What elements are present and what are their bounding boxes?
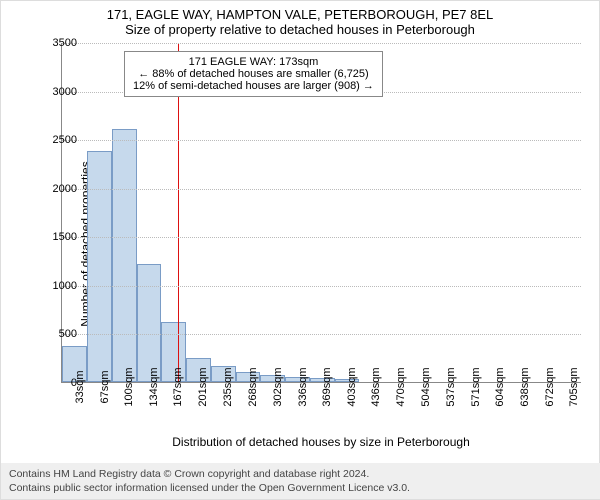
- gridline: [62, 286, 581, 287]
- x-tick-label: 504sqm: [420, 367, 432, 406]
- x-tick-label: 705sqm: [568, 367, 580, 406]
- histogram-bar: [112, 129, 137, 382]
- y-tick-label: 3000: [53, 86, 77, 98]
- gridline: [62, 334, 581, 335]
- footer-line1: Contains HM Land Registry data © Crown c…: [9, 467, 593, 481]
- y-tick-label: 500: [59, 328, 77, 340]
- page-title-line1: 171, EAGLE WAY, HAMPTON VALE, PETERBOROU…: [1, 1, 599, 22]
- gridline: [62, 140, 581, 141]
- footer-line2: Contains public sector information licen…: [9, 481, 593, 495]
- gridline: [62, 43, 581, 44]
- x-axis-label: Distribution of detached houses by size …: [61, 435, 581, 449]
- page-title-line2: Size of property relative to detached ho…: [1, 22, 599, 41]
- gridline: [62, 189, 581, 190]
- x-tick-label: 638sqm: [519, 367, 531, 406]
- x-tick-label: 235sqm: [222, 367, 234, 406]
- chart-area: Number of detached properties 171 EAGLE …: [1, 43, 600, 445]
- x-tick-label: 302sqm: [272, 367, 284, 406]
- y-tick-label: 1000: [53, 280, 77, 292]
- histogram-bar: [137, 264, 162, 383]
- x-tick-label: 672sqm: [544, 367, 556, 406]
- info-box-line3: 12% of semi-detached houses are larger (…: [133, 80, 374, 92]
- x-tick-label: 436sqm: [370, 367, 382, 406]
- y-tick-label: 1500: [53, 231, 77, 243]
- x-tick-label: 604sqm: [494, 367, 506, 406]
- histogram-bar: [87, 151, 112, 382]
- x-tick-label: 67sqm: [99, 370, 111, 403]
- x-tick-label: 470sqm: [395, 367, 407, 406]
- y-tick-label: 3500: [53, 37, 77, 49]
- x-tick-label: 100sqm: [123, 367, 135, 406]
- x-tick-label: 167sqm: [172, 367, 184, 406]
- y-tick-label: 2500: [53, 134, 77, 146]
- x-tick-label: 201sqm: [197, 367, 209, 406]
- x-tick-label: 134sqm: [148, 367, 160, 406]
- x-tick-label: 403sqm: [346, 367, 358, 406]
- x-tick-label: 369sqm: [321, 367, 333, 406]
- info-box: 171 EAGLE WAY: 173sqm ← 88% of detached …: [124, 51, 383, 97]
- info-box-line2: ← 88% of detached houses are smaller (6,…: [133, 68, 374, 80]
- x-tick-label: 571sqm: [470, 367, 482, 406]
- x-tick-label: 268sqm: [247, 367, 259, 406]
- footer: Contains HM Land Registry data © Crown c…: [1, 463, 600, 499]
- x-tick-label: 33sqm: [74, 370, 86, 403]
- y-tick-label: 2000: [53, 183, 77, 195]
- x-tick-label: 537sqm: [445, 367, 457, 406]
- plot-region: 171 EAGLE WAY: 173sqm ← 88% of detached …: [61, 43, 581, 383]
- info-box-line1: 171 EAGLE WAY: 173sqm: [133, 56, 374, 68]
- x-tick-label: 336sqm: [297, 367, 309, 406]
- gridline: [62, 237, 581, 238]
